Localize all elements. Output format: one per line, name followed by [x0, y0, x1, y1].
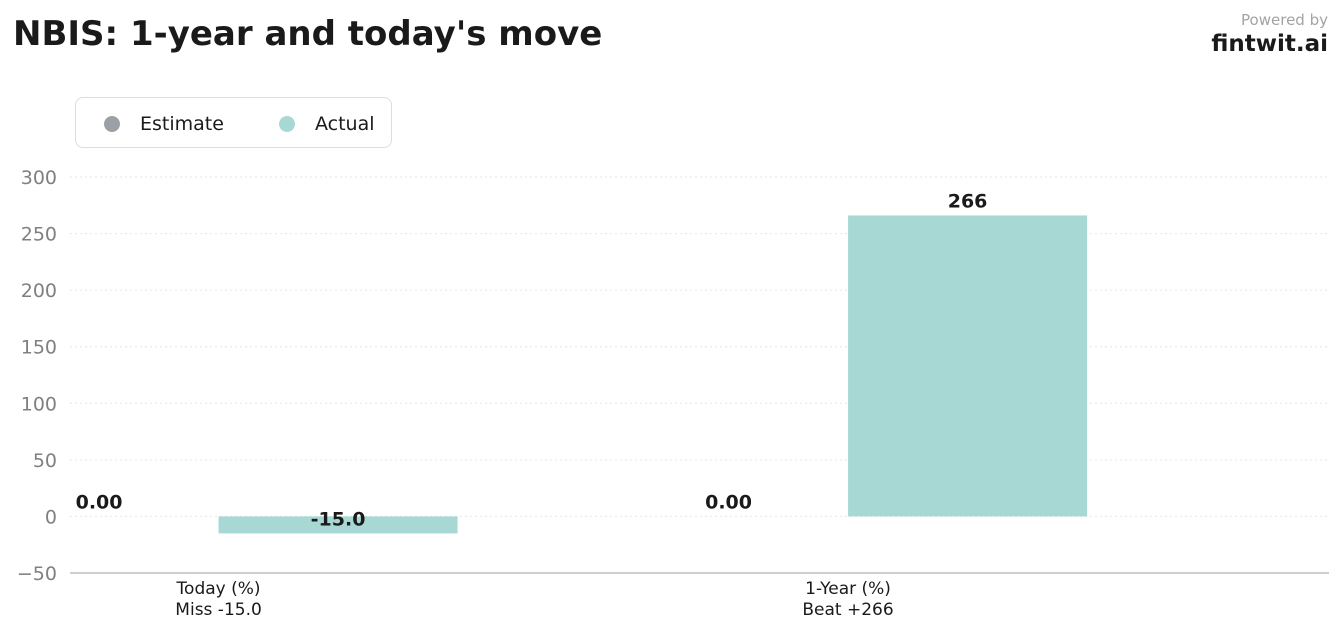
powered-by-text: Powered by [1241, 11, 1328, 29]
y-tick-label: 200 [21, 280, 57, 302]
x-category-sublabel: Beat +266 [802, 600, 893, 620]
x-category-sublabel: Miss -15.0 [175, 600, 262, 620]
brand-name: fintwit.ai [1211, 31, 1328, 57]
legend-swatch-estimate [104, 115, 120, 132]
chart-legend: Estimate Actual [75, 97, 392, 148]
y-tick-label: 300 [21, 167, 57, 189]
legend-item-estimate: Estimate [104, 98, 224, 149]
data-label: 266 [948, 190, 988, 212]
legend-item-actual: Actual [279, 98, 375, 149]
y-tick-label: 150 [21, 337, 57, 359]
y-tick-label: 100 [21, 393, 57, 415]
y-tick-label: 250 [21, 224, 57, 246]
chart-title: NBIS: 1-year and today's move [13, 14, 603, 54]
legend-label-estimate: Estimate [140, 112, 224, 135]
y-tick-label: 0 [45, 506, 57, 528]
x-category-label: 1-Year (%) [805, 579, 891, 599]
data-label: 0.00 [76, 491, 123, 513]
y-tick-label: 50 [33, 450, 57, 472]
x-category-label: Today (%) [176, 579, 261, 599]
bar-actual [218, 516, 458, 534]
brand-block: Powered by fintwit.ai [1211, 11, 1328, 59]
bar-actual [848, 215, 1088, 517]
y-tick-label: −50 [17, 563, 57, 585]
legend-label-actual: Actual [315, 112, 375, 135]
legend-swatch-actual [279, 115, 295, 132]
data-label: -15.0 [311, 508, 366, 530]
data-label: 0.00 [705, 491, 752, 513]
